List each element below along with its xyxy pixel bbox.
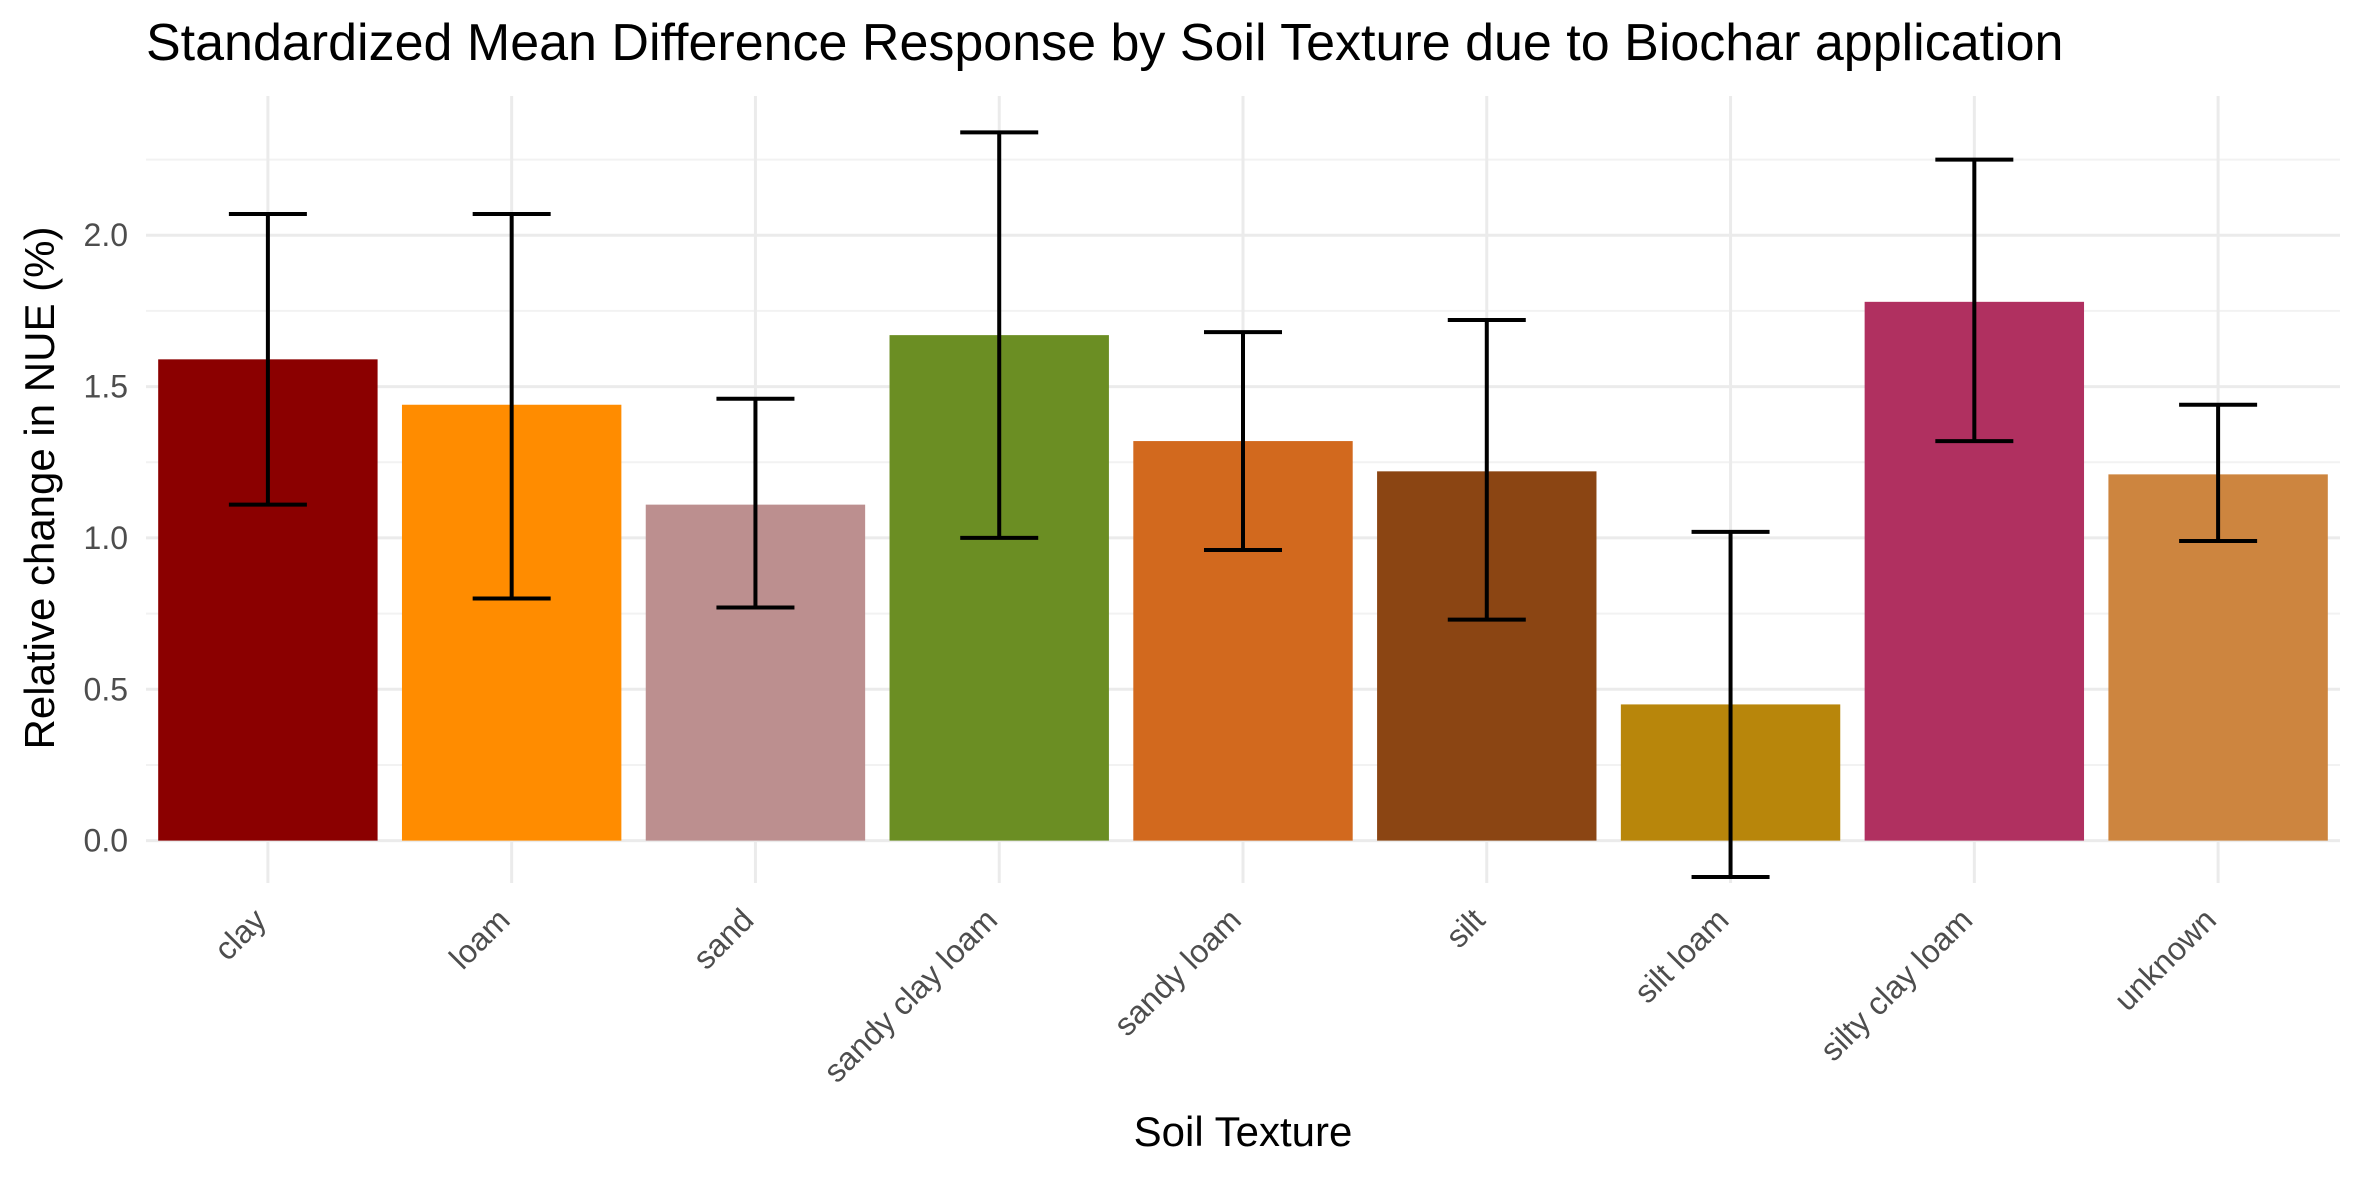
y-tick-label: 1.0 xyxy=(84,520,128,556)
errorbar-unknown xyxy=(2179,402,2258,543)
error-bars xyxy=(228,130,2258,879)
errorbar-clay xyxy=(228,212,307,507)
errorbar-sand xyxy=(716,396,795,610)
x-tick-label: unknown xyxy=(2107,901,2223,1017)
errorbar-loam xyxy=(472,212,551,601)
y-tick-label: 2.0 xyxy=(84,217,128,253)
chart-title: Standardized Mean Difference Response by… xyxy=(146,14,2063,72)
y-tick-labels: 0.0 0.5 1.0 1.5 2.0 xyxy=(84,217,128,858)
errorbar-silt xyxy=(1447,317,1526,622)
errorbar-silt-loam xyxy=(1691,529,1770,879)
errorbar-silty-clay-loam xyxy=(1935,157,2014,444)
x-tick-label: sandy clay loam xyxy=(816,901,1004,1089)
x-tick-label: silt xyxy=(1439,901,1492,954)
x-tick-label: silty clay loam xyxy=(1813,901,1979,1067)
errorbar-sandy-loam xyxy=(1203,330,1283,553)
x-tick-label: loam xyxy=(442,901,517,976)
y-tick-label: 1.5 xyxy=(84,369,128,405)
x-tick-labels: clay loam sand sandy clay loam sandy loam sil… xyxy=(207,901,2223,1089)
errorbar-sandy-clay-loam xyxy=(960,130,1039,540)
y-tick-label: 0.5 xyxy=(84,671,128,707)
x-tick-label: clay xyxy=(207,901,273,967)
x-axis-title: Soil Texture xyxy=(1134,1108,1353,1155)
y-axis-title: Relative change in NUE (%) xyxy=(16,227,63,750)
y-tick-label: 0.0 xyxy=(84,823,128,859)
x-tick-label: silt loam xyxy=(1627,901,1735,1009)
x-tick-label: sandy loam xyxy=(1107,901,1248,1042)
x-tick-label: sand xyxy=(686,901,761,976)
